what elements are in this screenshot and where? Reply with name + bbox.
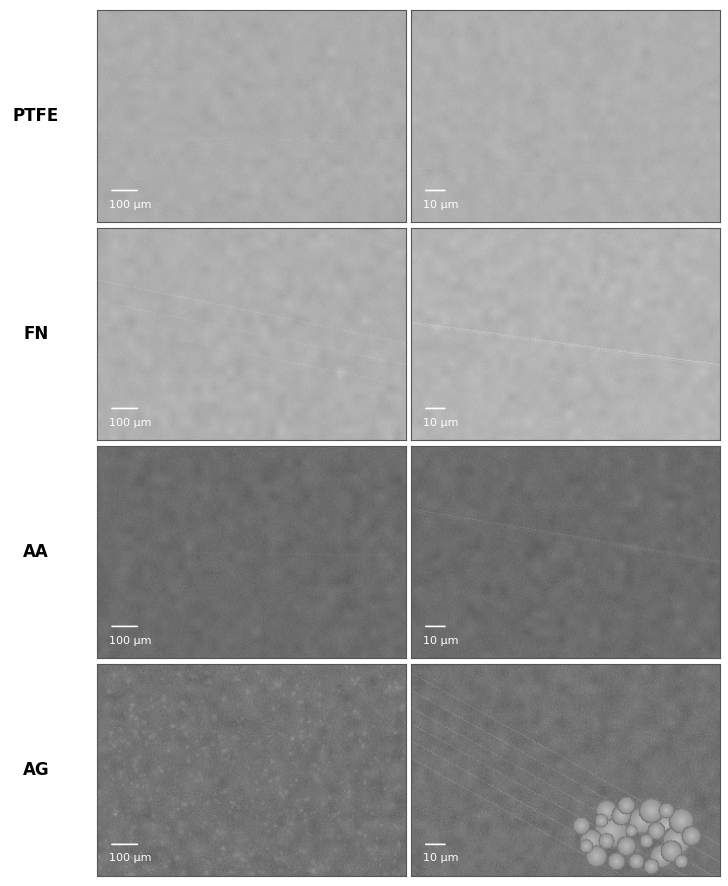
Text: AG: AG: [23, 761, 50, 779]
Text: AA: AA: [23, 543, 49, 561]
Text: 10 μm: 10 μm: [423, 199, 459, 210]
Text: 100 μm: 100 μm: [109, 417, 151, 428]
Text: FN: FN: [23, 325, 49, 343]
Text: 10 μm: 10 μm: [423, 635, 459, 646]
Text: 10 μm: 10 μm: [423, 853, 459, 864]
Text: 100 μm: 100 μm: [109, 199, 151, 210]
Text: PTFE: PTFE: [13, 107, 59, 125]
Text: 100 μm: 100 μm: [109, 853, 151, 864]
Text: 10 μm: 10 μm: [423, 417, 459, 428]
Text: 100 μm: 100 μm: [109, 635, 151, 646]
